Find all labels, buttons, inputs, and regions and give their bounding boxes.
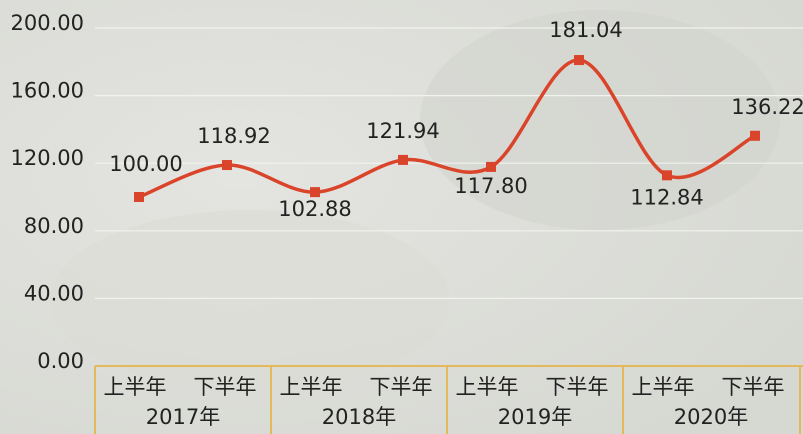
- y-tick-label: 0.00: [37, 349, 84, 373]
- marker: [486, 161, 496, 172]
- group-label: 2017年: [146, 405, 220, 429]
- group-label: 2018年: [322, 405, 396, 429]
- x-tick-label: 上半年: [280, 375, 343, 399]
- data-label: 136.22: [731, 95, 803, 119]
- marker: [574, 55, 584, 66]
- marker: [222, 160, 232, 171]
- marker: [662, 170, 672, 181]
- x-tick-label: 下半年: [194, 375, 257, 399]
- marker: [750, 130, 760, 141]
- marker: [310, 187, 320, 198]
- data-label: 112.84: [630, 185, 703, 209]
- x-tick-label: 上半年: [632, 375, 695, 399]
- data-label: 121.94: [366, 119, 439, 143]
- data-label: 181.04: [549, 18, 622, 42]
- group-label: 2019年: [498, 405, 572, 429]
- y-tick-label: 200.00: [11, 11, 84, 35]
- x-tick-label: 上半年: [104, 375, 167, 399]
- data-label: 118.92: [197, 124, 270, 148]
- x-tick-label: 下半年: [370, 375, 433, 399]
- y-tick-label: 40.00: [24, 281, 84, 305]
- x-tick-label: 下半年: [722, 375, 785, 399]
- data-label: 102.88: [278, 197, 351, 221]
- y-tick-label: 120.00: [11, 146, 84, 170]
- x-tick-label: 下半年: [546, 375, 609, 399]
- y-tick-label: 160.00: [11, 79, 84, 103]
- y-tick-label: 80.00: [24, 214, 84, 238]
- data-label: 117.80: [454, 174, 527, 198]
- marker: [398, 154, 408, 165]
- line: [138, 58, 756, 199]
- group-label: 2020年: [674, 405, 748, 429]
- x-tick-label: 上半年: [456, 375, 519, 399]
- background-texture: [50, 210, 450, 390]
- marker: [134, 192, 144, 202]
- data-label: 100.00: [109, 152, 182, 176]
